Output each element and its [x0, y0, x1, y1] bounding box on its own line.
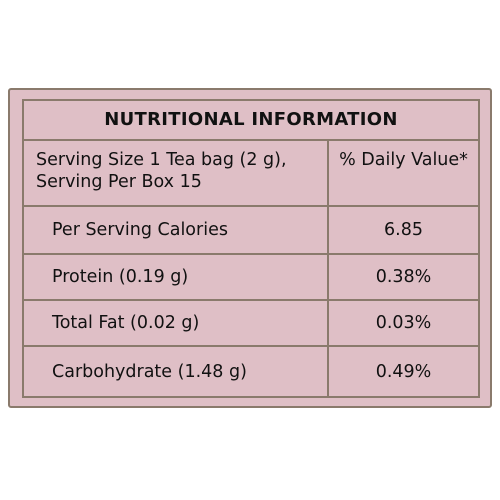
nutrition-panel: NUTRITIONAL INFORMATION Serving Size 1 T…: [8, 88, 492, 408]
servings-per-box-text: Serving Per Box 15: [36, 172, 202, 192]
serving-size-text: Serving Size 1 Tea bag (2 g),: [36, 150, 287, 170]
row-value-total-fat: 0.03%: [329, 301, 478, 347]
table-title: NUTRITIONAL INFORMATION: [24, 101, 478, 141]
serving-info: Serving Size 1 Tea bag (2 g), Serving Pe…: [24, 141, 329, 207]
row-value-carbohydrate: 0.49%: [375, 361, 432, 382]
row-label-total-fat: Total Fat (0.02 g): [24, 301, 329, 347]
daily-value-header: % Daily Value*: [329, 141, 478, 207]
row-value-protein: 0.38%: [329, 255, 478, 301]
row-label-protein: Protein (0.19 g): [24, 255, 329, 301]
row-label-carbohydrate: Carbohydrate (1.48 g): [24, 347, 329, 396]
row-label-calories: Per Serving Calories: [24, 207, 329, 255]
row-value-calories: 6.85: [329, 207, 478, 255]
nutrition-table: NUTRITIONAL INFORMATION Serving Size 1 T…: [22, 99, 480, 398]
